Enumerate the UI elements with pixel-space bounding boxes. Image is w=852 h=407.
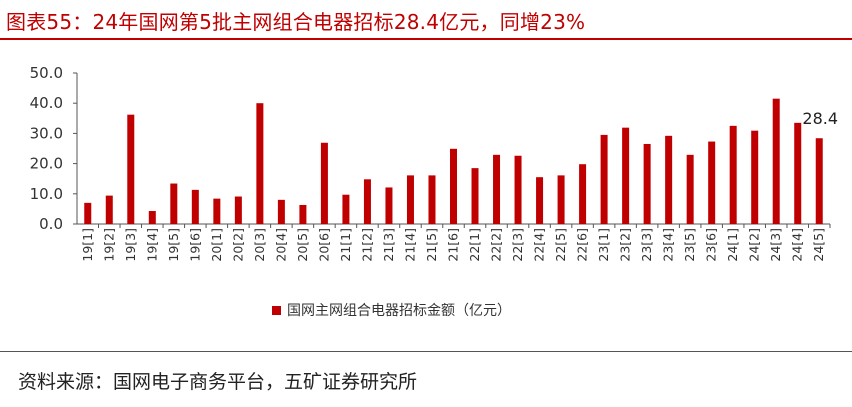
bar [428,175,436,224]
x-tick-label: 22[2] [489,228,504,262]
bar [170,183,178,224]
y-tick-label: 50.0 [30,64,63,82]
bar [406,175,414,224]
x-tick-label: 21[2] [359,228,374,262]
bar [686,154,694,224]
bar [815,138,823,224]
x-tick-label: 19[2] [101,228,116,262]
bar [514,155,522,224]
y-tick-label: 0.0 [39,215,63,233]
bar [708,141,716,224]
x-tick-label: 20[2] [230,228,245,262]
x-tick-label: 23[4] [661,228,676,262]
bar [665,135,673,224]
bar [794,122,802,224]
x-tick-label: 24[5] [811,228,826,262]
title-underline [0,38,852,40]
bar [191,189,199,224]
bar [536,177,544,224]
x-tick-label: 19[1] [80,228,95,262]
x-tick-label: 20[1] [209,228,224,262]
source-divider [0,351,852,352]
x-tick-label: 19[5] [166,228,181,262]
x-tick-label: 24[1] [725,228,740,262]
bar [277,199,285,224]
bar [256,103,264,224]
bar [105,195,113,224]
bar [729,125,737,224]
bar [471,168,479,224]
bar [579,164,587,224]
x-tick-label: 21[5] [424,228,439,262]
bar [385,187,393,224]
x-tick-label: 22[5] [553,228,568,262]
x-tick-label: 20[6] [316,228,331,262]
y-tick-label: 20.0 [30,155,63,173]
x-tick-label: 22[1] [467,228,482,262]
bar [450,148,457,224]
x-tick-label: 24[3] [768,228,783,262]
x-tick-label: 20[3] [252,228,267,262]
x-tick-label: 21[1] [338,228,353,262]
bar [234,196,242,224]
x-tick-label: 19[3] [123,228,138,262]
x-tick-label: 23[6] [704,228,719,262]
x-tick-label: 23[1] [596,228,611,262]
x-tick-label: 22[4] [532,228,547,262]
bar [299,204,307,224]
bar [213,198,221,224]
bar [600,134,608,224]
x-tick-label: 21[4] [402,228,417,262]
x-tick-label: 20[5] [295,228,310,262]
x-tick-label: 24[2] [747,228,762,262]
bar [363,179,371,224]
y-tick-label: 10.0 [30,185,63,203]
x-tick-label: 23[2] [618,228,633,262]
bar [342,194,350,224]
bar [557,175,565,224]
x-tick-label: 23[5] [682,228,697,262]
x-tick-label: 21[6] [446,228,461,262]
bar [148,211,156,224]
x-tick-label: 20[4] [273,228,288,262]
x-tick-label: 23[3] [639,228,654,262]
bar [772,98,780,224]
bar [643,143,651,224]
bar [622,127,630,224]
data-label: 28.4 [802,109,838,128]
bar [751,130,759,224]
y-tick-label: 30.0 [30,124,63,142]
legend-swatch [272,305,281,315]
legend-label: 国网主网组合电器招标金额（亿元） [287,303,511,319]
x-tick-label: 19[4] [144,228,159,262]
chart-title: 图表55：24年国网第5批主网组合电器招标28.4亿元，同增23% [6,10,586,34]
chart-legend: 国网主网组合电器招标金额（亿元） [272,300,511,320]
bar [320,142,328,224]
x-tick-label: 22[3] [510,228,525,262]
bar [84,202,92,224]
x-tick-label: 21[3] [381,228,396,262]
y-tick-label: 40.0 [30,94,63,112]
x-tick-label: 19[6] [187,228,202,262]
bar [493,154,501,224]
x-tick-label: 22[6] [575,228,590,262]
source-note: 资料来源：国网电子商务平台，五矿证券研究所 [18,371,418,393]
bar [127,114,135,224]
bar-chart: 0.0 10.0 20.0 30.0 40.0 50.0 19[1] 19[2] 19[3] 19… [30,64,838,262]
x-tick-label: 24[4] [790,228,805,262]
